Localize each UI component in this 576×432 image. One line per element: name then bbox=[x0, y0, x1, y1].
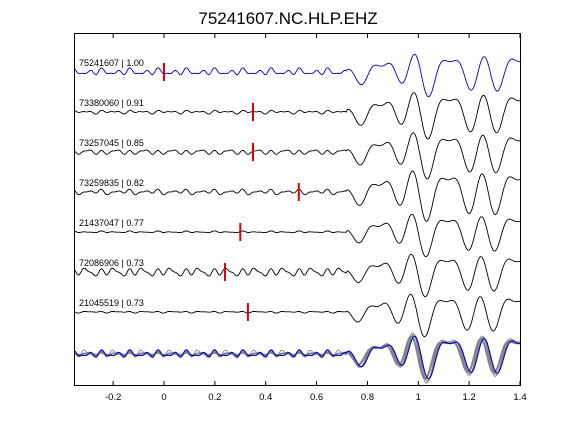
x-tick-label: 1 bbox=[416, 392, 421, 403]
x-tick-label: 0.2 bbox=[208, 392, 221, 403]
stack-trace-75241607 bbox=[74, 335, 520, 380]
stack-trace-73259835 bbox=[74, 332, 521, 384]
trace-73380060 bbox=[74, 92, 521, 140]
trace-75241607 bbox=[74, 53, 520, 98]
stack-trace-73257045 bbox=[74, 334, 521, 382]
trace-21045519 bbox=[74, 293, 521, 338]
trace-label-73380060: 73380060 | 0.91 bbox=[79, 98, 144, 108]
trace-73259835 bbox=[74, 170, 521, 222]
pick-marker-group bbox=[163, 63, 300, 321]
plot-frame bbox=[74, 33, 521, 386]
trace-group bbox=[74, 53, 521, 338]
trace-label-21437047: 21437047 | 0.77 bbox=[79, 218, 144, 228]
stacked-traces bbox=[74, 332, 521, 384]
trace-21437047 bbox=[74, 213, 521, 258]
x-tick-label: 1.2 bbox=[463, 392, 476, 403]
x-axis: -0.2 0 0.2 0.4 0.6 0.8 1 1.2 1.4 bbox=[105, 34, 527, 403]
trace-label-73257045: 73257045 | 0.85 bbox=[79, 138, 144, 148]
x-tick-label: 0.8 bbox=[361, 392, 374, 403]
x-tick-label: 0.6 bbox=[310, 392, 323, 403]
trace-label-72086906: 72086906 | 0.73 bbox=[79, 258, 144, 268]
chart-title: 75241607.NC.HLP.EHZ bbox=[198, 9, 377, 28]
x-tick-label: 0 bbox=[161, 392, 166, 403]
trace-label-group: 75241607 | 1.00 73380060 | 0.91 73257045 |… bbox=[79, 58, 144, 308]
x-tick-label: 0.4 bbox=[259, 392, 272, 403]
trace-label-73259835: 73259835 | 0.82 bbox=[79, 178, 144, 188]
trace-72086906 bbox=[74, 253, 521, 298]
trace-label-21045519: 21045519 | 0.73 bbox=[79, 298, 144, 308]
x-tick-label: 1.4 bbox=[513, 392, 526, 403]
trace-label-75241607: 75241607 | 1.00 bbox=[79, 58, 144, 68]
trace-73257045 bbox=[74, 132, 521, 180]
x-tick-label: -0.2 bbox=[105, 392, 121, 403]
